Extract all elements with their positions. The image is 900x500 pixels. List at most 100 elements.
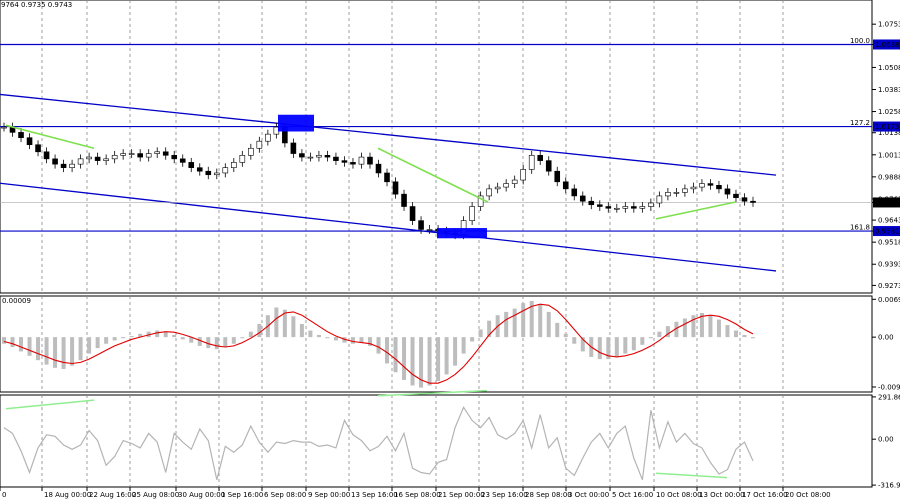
- candle-body-64: [545, 160, 552, 172]
- candle-body-40: [341, 160, 348, 163]
- macd-bar-57: [487, 320, 492, 338]
- current-price-box: [873, 197, 900, 208]
- macd-bar-32: [274, 307, 279, 338]
- macd-bar-39: [333, 337, 338, 341]
- candle-body-78: [665, 192, 671, 197]
- candle-body-44: [375, 163, 382, 174]
- candle-body-75: [639, 206, 646, 209]
- candle-body-15: [128, 153, 135, 155]
- macd-bar-60: [512, 308, 517, 338]
- candle-body-37: [316, 155, 322, 158]
- candle-body-73: [622, 206, 629, 209]
- candle-body-35: [299, 153, 305, 158]
- candle-body-49: [418, 220, 424, 230]
- macd-bar-61: [521, 303, 526, 338]
- level-price-box-0: [873, 39, 900, 50]
- macd-bar-51: [436, 337, 441, 382]
- macd-bar-40: [342, 337, 347, 343]
- candle-body-3: [26, 137, 33, 146]
- candle-body-55: [469, 206, 475, 221]
- macd-bar-83: [708, 315, 713, 338]
- candle-body-77: [656, 195, 663, 204]
- macd-bar-55: [470, 337, 475, 342]
- candle-body-60: [511, 179, 518, 184]
- candle-body-13: [111, 155, 118, 160]
- candle-body-2: [18, 132, 24, 138]
- macd-bar-88: [751, 337, 755, 339]
- price-tick-label-0: 1.0753: [878, 21, 900, 29]
- macd-bar-22: [189, 337, 194, 343]
- level-price-0: 1.0638: [875, 41, 900, 49]
- x-tick-label-16: 13 Oct 00:00: [699, 491, 745, 499]
- macd-bar-78: [665, 326, 670, 338]
- macd-bar-23: [197, 337, 202, 346]
- candle-body-0: [1, 126, 7, 129]
- candle-body-36: [307, 156, 314, 159]
- candle-body-84: [716, 185, 722, 190]
- macd-bar-81: [691, 315, 696, 338]
- candle-body-19: [162, 151, 169, 156]
- x-tick-label-17: 17 Oct 16:00: [742, 491, 788, 499]
- macd-bar-3: [27, 337, 32, 356]
- candle-body-50: [426, 229, 433, 231]
- candle-body-4: [35, 144, 41, 153]
- macd-bar-87: [742, 334, 747, 338]
- div-line-osc-2: [377, 389, 488, 397]
- div-line-osc-1: [5, 399, 95, 410]
- x-tick-label-18: 20 Oct 08:00: [785, 491, 831, 499]
- macd-bar-67: [572, 337, 577, 344]
- macd-bar-33: [282, 309, 287, 338]
- candle-body-57: [486, 188, 492, 197]
- macd-bar-8: [70, 337, 75, 366]
- macd-bar-59: [504, 311, 509, 338]
- candle-body-63: [537, 155, 544, 161]
- macd-bar-49: [419, 337, 424, 388]
- candle-body-8: [69, 163, 75, 168]
- candle-body-9: [77, 158, 84, 165]
- candle-body-71: [605, 206, 612, 209]
- macd-tick-label-1: 0.00: [878, 334, 894, 342]
- macd-bar-34: [291, 316, 296, 338]
- macd-bar-42: [359, 337, 364, 343]
- macd-bar-56: [478, 329, 483, 338]
- level-label-0: 100.0: [850, 37, 870, 45]
- macd-bar-27: [231, 337, 236, 344]
- candle-body-7: [60, 163, 67, 168]
- candle-body-18: [154, 151, 161, 154]
- macd-bar-26: [223, 337, 228, 348]
- macd-bar-7: [61, 337, 66, 369]
- x-tick-label-5: 1 Sep 16:00: [221, 491, 263, 499]
- candle-body-43: [367, 156, 373, 165]
- macd-bar-4: [36, 337, 41, 361]
- panel-frame-0: [0, 0, 873, 294]
- candle-body-6: [52, 158, 58, 165]
- price-tick-label-4: 1.0258: [878, 108, 900, 116]
- macd-bar-77: [657, 331, 662, 338]
- candle-body-24: [205, 170, 212, 176]
- macd-signal-line: [3, 303, 754, 384]
- x-tick-label-7: 9 Sep 00:00: [308, 491, 350, 499]
- macd-bar-50: [427, 337, 432, 386]
- candle-body-16: [137, 153, 143, 158]
- macd-bar-71: [606, 337, 611, 360]
- current-price-label: 0.9743: [875, 199, 900, 207]
- macd-bar-37: [316, 334, 321, 338]
- candle-body-17: [145, 153, 152, 158]
- macd-bar-65: [555, 322, 560, 338]
- macd-bar-47: [402, 337, 407, 380]
- x-tick-label-3: 25 Aug 08:00: [132, 491, 179, 499]
- div-line-price-2: [377, 147, 489, 203]
- macd-bar-21: [180, 337, 185, 340]
- macd-bar-5: [44, 337, 49, 365]
- candle-body-34: [290, 142, 297, 154]
- price-tick-label-3: 1.0383: [878, 86, 900, 94]
- macd-bar-54: [461, 337, 466, 354]
- candle-body-58: [494, 186, 501, 190]
- candle-body-23: [196, 167, 203, 172]
- macd-bar-43: [367, 337, 372, 346]
- macd-bar-75: [640, 337, 645, 345]
- macd-bar-0: [2, 337, 6, 344]
- macd-bar-44: [376, 337, 381, 354]
